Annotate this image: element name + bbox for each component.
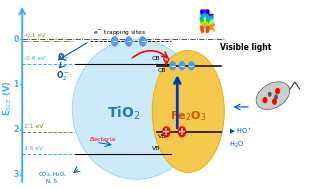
Circle shape [276, 89, 279, 94]
Text: +: + [162, 127, 170, 137]
Text: O$_2$: O$_2$ [57, 52, 69, 64]
Circle shape [140, 37, 146, 46]
Text: 1: 1 [13, 80, 19, 89]
Text: 2.6 eV: 2.6 eV [24, 146, 43, 151]
Circle shape [273, 99, 276, 104]
Circle shape [112, 37, 118, 46]
Text: −: − [140, 39, 146, 45]
Circle shape [170, 62, 175, 70]
Text: 2.1 eV: 2.1 eV [24, 124, 43, 129]
Text: −: − [112, 39, 118, 45]
Text: -0.1 eV: -0.1 eV [24, 33, 45, 38]
Text: 3: 3 [13, 170, 19, 179]
Text: −: − [179, 63, 185, 68]
Circle shape [189, 62, 194, 70]
Text: O$_2^-$: O$_2^-$ [56, 69, 70, 83]
Text: e$^-$ trapping sites: e$^-$ trapping sites [93, 28, 146, 37]
Circle shape [179, 62, 185, 70]
Text: CB: CB [158, 68, 167, 73]
Text: 0: 0 [13, 35, 19, 44]
Text: Visible light: Visible light [219, 43, 271, 52]
Text: +: + [178, 127, 186, 137]
Text: CB: CB [152, 56, 160, 61]
Ellipse shape [152, 50, 224, 173]
Text: E$_{SCE}$ (V): E$_{SCE}$ (V) [1, 80, 14, 116]
Text: 2: 2 [13, 125, 19, 134]
Circle shape [275, 95, 277, 99]
Text: ▶ HO$^\bullet$: ▶ HO$^\bullet$ [229, 127, 251, 137]
Circle shape [179, 127, 185, 137]
Text: VB: VB [152, 146, 160, 151]
Text: H$_2$O: H$_2$O [229, 140, 244, 150]
Text: −: − [170, 63, 175, 68]
Text: N, S: N, S [46, 179, 57, 184]
Circle shape [163, 127, 170, 137]
Text: VB: VB [158, 134, 167, 139]
Circle shape [263, 98, 267, 103]
Text: TiO$_2$: TiO$_2$ [108, 105, 141, 122]
Text: −: − [126, 39, 132, 45]
Text: −: − [189, 63, 194, 68]
Text: Fe$_2$O$_3$: Fe$_2$O$_3$ [170, 109, 206, 123]
Text: -0.6 eV: -0.6 eV [24, 56, 45, 61]
Text: CO$_2$, H$_2$O,: CO$_2$, H$_2$O, [38, 170, 66, 179]
Ellipse shape [256, 82, 290, 109]
Circle shape [126, 37, 132, 46]
Ellipse shape [72, 39, 201, 179]
Text: Bacteria: Bacteria [90, 137, 116, 142]
Circle shape [269, 92, 271, 96]
